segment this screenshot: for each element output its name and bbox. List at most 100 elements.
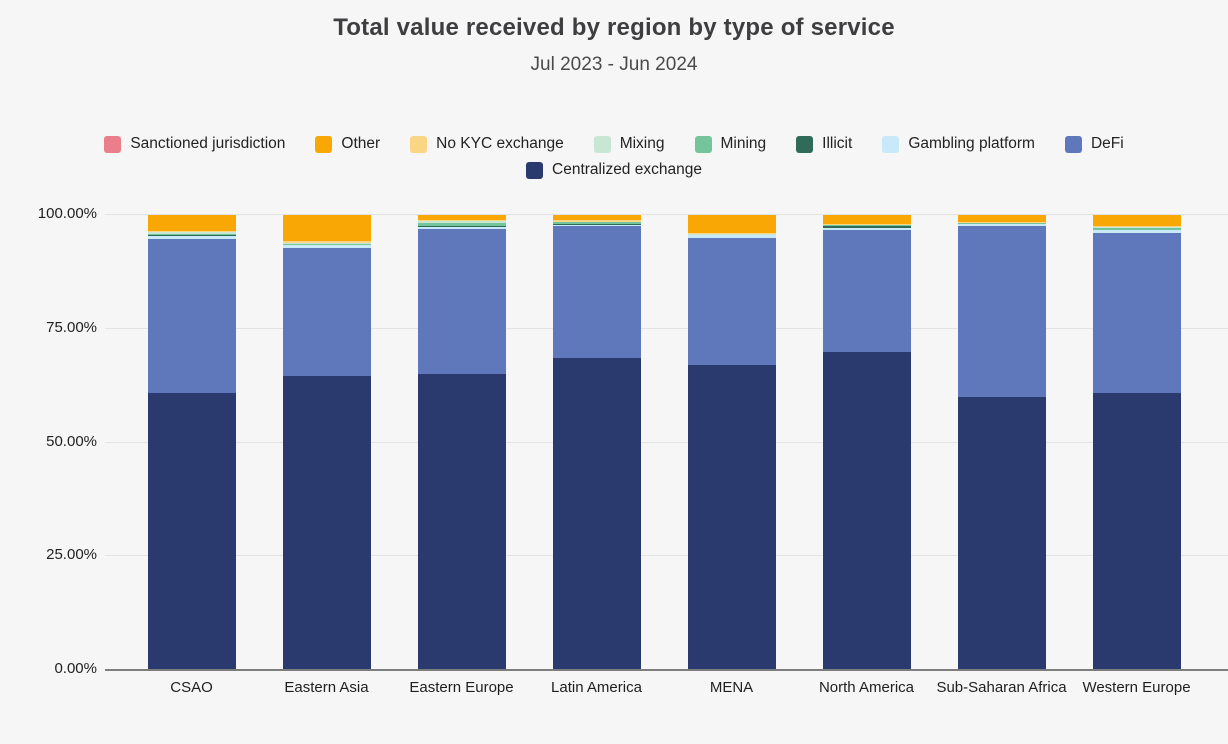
stacked-bar-eastern-asia: [282, 215, 371, 670]
x-axis-label-csao: CSAO: [170, 679, 213, 696]
segment-eastern-europe-other[interactable]: [417, 215, 506, 220]
y-tick-label-50: 50.00%: [46, 432, 97, 450]
segment-eastern-europe-centralized-exchange[interactable]: [417, 374, 506, 670]
segment-western-europe-other[interactable]: [1092, 215, 1181, 227]
segment-eastern-asia-defi[interactable]: [282, 247, 371, 377]
segment-eastern-europe-no-kyc-exchange[interactable]: [417, 220, 506, 222]
segment-latin-america-gambling-platform[interactable]: [552, 224, 641, 226]
segment-sub-saharan-africa-centralized-exchange[interactable]: [957, 396, 1046, 670]
segment-western-europe-centralized-exchange[interactable]: [1092, 392, 1181, 670]
legend-swatch-icon: [315, 135, 333, 153]
segment-csao-defi[interactable]: [147, 239, 236, 394]
segment-western-europe-mining[interactable]: [1092, 228, 1181, 230]
segment-sub-saharan-africa-other[interactable]: [957, 215, 1046, 222]
segment-western-europe-defi[interactable]: [1092, 232, 1181, 393]
segment-eastern-asia-gambling-platform[interactable]: [282, 244, 371, 248]
segment-mena-centralized-exchange[interactable]: [687, 365, 776, 670]
segment-eastern-europe-mining[interactable]: [417, 222, 506, 227]
stacked-bar-mena: [687, 215, 776, 670]
segment-eastern-europe-gambling-platform[interactable]: [417, 226, 506, 229]
stacked-bar-north-america: [822, 215, 911, 670]
bar-slot-mena: [664, 215, 799, 670]
segment-north-america-centralized-exchange[interactable]: [822, 351, 911, 670]
segment-western-europe-no-kyc-exchange[interactable]: [1092, 226, 1181, 227]
segment-latin-america-no-kyc-exchange[interactable]: [552, 220, 641, 223]
legend-item-mining[interactable]: Mining: [694, 135, 767, 153]
legend-item-mixing[interactable]: Mixing: [593, 135, 665, 153]
bar-slot-eastern-europe: [394, 215, 529, 670]
segment-sub-saharan-africa-gambling-platform[interactable]: [957, 224, 1046, 227]
segment-latin-america-other[interactable]: [552, 215, 641, 221]
segment-north-america-illicit[interactable]: [822, 225, 911, 229]
legend-item-gambling-platform[interactable]: Gambling platform: [882, 135, 1035, 153]
stacked-bar-sub-saharan-africa: [957, 215, 1046, 670]
legend-swatch-icon: [104, 135, 122, 153]
legend-swatch-icon: [410, 135, 428, 153]
segment-sub-saharan-africa-no-kyc-exchange[interactable]: [957, 221, 1046, 223]
segment-mena-defi[interactable]: [687, 238, 776, 366]
gridline-25: [105, 555, 1228, 557]
legend-item-no-kyc-exchange[interactable]: No KYC exchange: [410, 135, 564, 153]
segment-north-america-gambling-platform[interactable]: [822, 228, 911, 230]
segment-latin-america-mining[interactable]: [552, 222, 641, 225]
legend-swatch-icon: [694, 135, 712, 153]
segment-eastern-asia-other[interactable]: [282, 215, 371, 242]
segment-csao-mixing[interactable]: [147, 231, 236, 234]
x-axis-labels: CSAO Eastern Asia Eastern Europe Latin Amer…: [124, 678, 1204, 698]
segment-mena-no-kyc-exchange[interactable]: [687, 233, 776, 235]
segment-sub-saharan-africa-defi[interactable]: [957, 226, 1046, 397]
segment-mena-gambling-platform[interactable]: [687, 235, 776, 239]
legend-label: Mining: [720, 135, 767, 152]
segment-eastern-europe-defi[interactable]: [417, 228, 506, 375]
segment-north-america-other[interactable]: [822, 215, 911, 225]
segment-eastern-asia-centralized-exchange[interactable]: [282, 376, 371, 670]
segment-western-europe-gambling-platform[interactable]: [1092, 229, 1181, 233]
bar-slot-csao: [124, 215, 259, 670]
bar-slot-north-america: [799, 215, 934, 670]
segment-csao-gambling-platform[interactable]: [147, 235, 236, 240]
legend-label: Gambling platform: [908, 135, 1035, 152]
segment-western-europe-mixing[interactable]: [1092, 226, 1181, 229]
y-tick-label-75: 75.00%: [46, 318, 97, 336]
stacked-bar-latin-america: [552, 215, 641, 670]
gridline-50: [105, 441, 1228, 443]
legend-swatch-icon: [1064, 135, 1082, 153]
gridline-75: [105, 327, 1228, 329]
segment-north-america-mixing[interactable]: [822, 224, 911, 226]
legend-item-centralized-exchange[interactable]: Centralized exchange: [526, 161, 702, 179]
segment-latin-america-centralized-exchange[interactable]: [552, 357, 641, 670]
segment-csao-other[interactable]: [147, 215, 236, 232]
segment-north-america-defi[interactable]: [822, 229, 911, 352]
legend-item-other[interactable]: Other: [315, 135, 380, 153]
x-axis-label-eastern-asia: Eastern Asia: [284, 679, 369, 696]
segment-mena-other[interactable]: [687, 215, 776, 234]
y-tick-label-100: 100.00%: [37, 205, 97, 222]
chart-subtitle: Jul 2023 - Jun 2024: [530, 54, 698, 75]
segment-latin-america-defi[interactable]: [552, 225, 641, 358]
segment-csao-no-kyc-exchange[interactable]: [147, 231, 236, 232]
gridline-100: [105, 214, 1228, 215]
segment-eastern-europe-mixing[interactable]: [417, 221, 506, 223]
x-axis-line: [105, 669, 1228, 671]
x-axis-label-north-america: North America: [818, 679, 915, 696]
x-axis-label-sub-saharan-africa: Sub-Saharan Africa: [936, 679, 1067, 696]
stacked-bar-csao: [147, 215, 236, 670]
legend-item-defi[interactable]: DeFi: [1064, 135, 1124, 153]
segment-csao-mining[interactable]: [147, 233, 236, 236]
legend: Sanctioned jurisdiction Other No KYC excha…: [55, 135, 1173, 179]
segment-eastern-asia-no-kyc-exchange[interactable]: [282, 241, 371, 243]
segment-eastern-asia-mixing[interactable]: [282, 242, 371, 245]
x-axis-label-western-europe: Western Europe: [1082, 679, 1191, 696]
legend-item-sanctioned-jurisdiction[interactable]: Sanctioned jurisdiction: [104, 135, 285, 153]
segment-csao-centralized-exchange[interactable]: [147, 393, 236, 670]
legend-label: Illicit: [822, 135, 853, 152]
bar-slot-western-europe: [1069, 215, 1204, 670]
legend-label: Centralized exchange: [552, 161, 702, 178]
bar-slot-sub-saharan-africa: [934, 215, 1069, 670]
bar-slot-eastern-asia: [259, 215, 394, 670]
stacked-bar-western-europe: [1092, 215, 1181, 670]
legend-label: DeFi: [1090, 135, 1124, 152]
legend-item-illicit[interactable]: Illicit: [796, 135, 852, 153]
legend-swatch-icon: [526, 161, 544, 179]
